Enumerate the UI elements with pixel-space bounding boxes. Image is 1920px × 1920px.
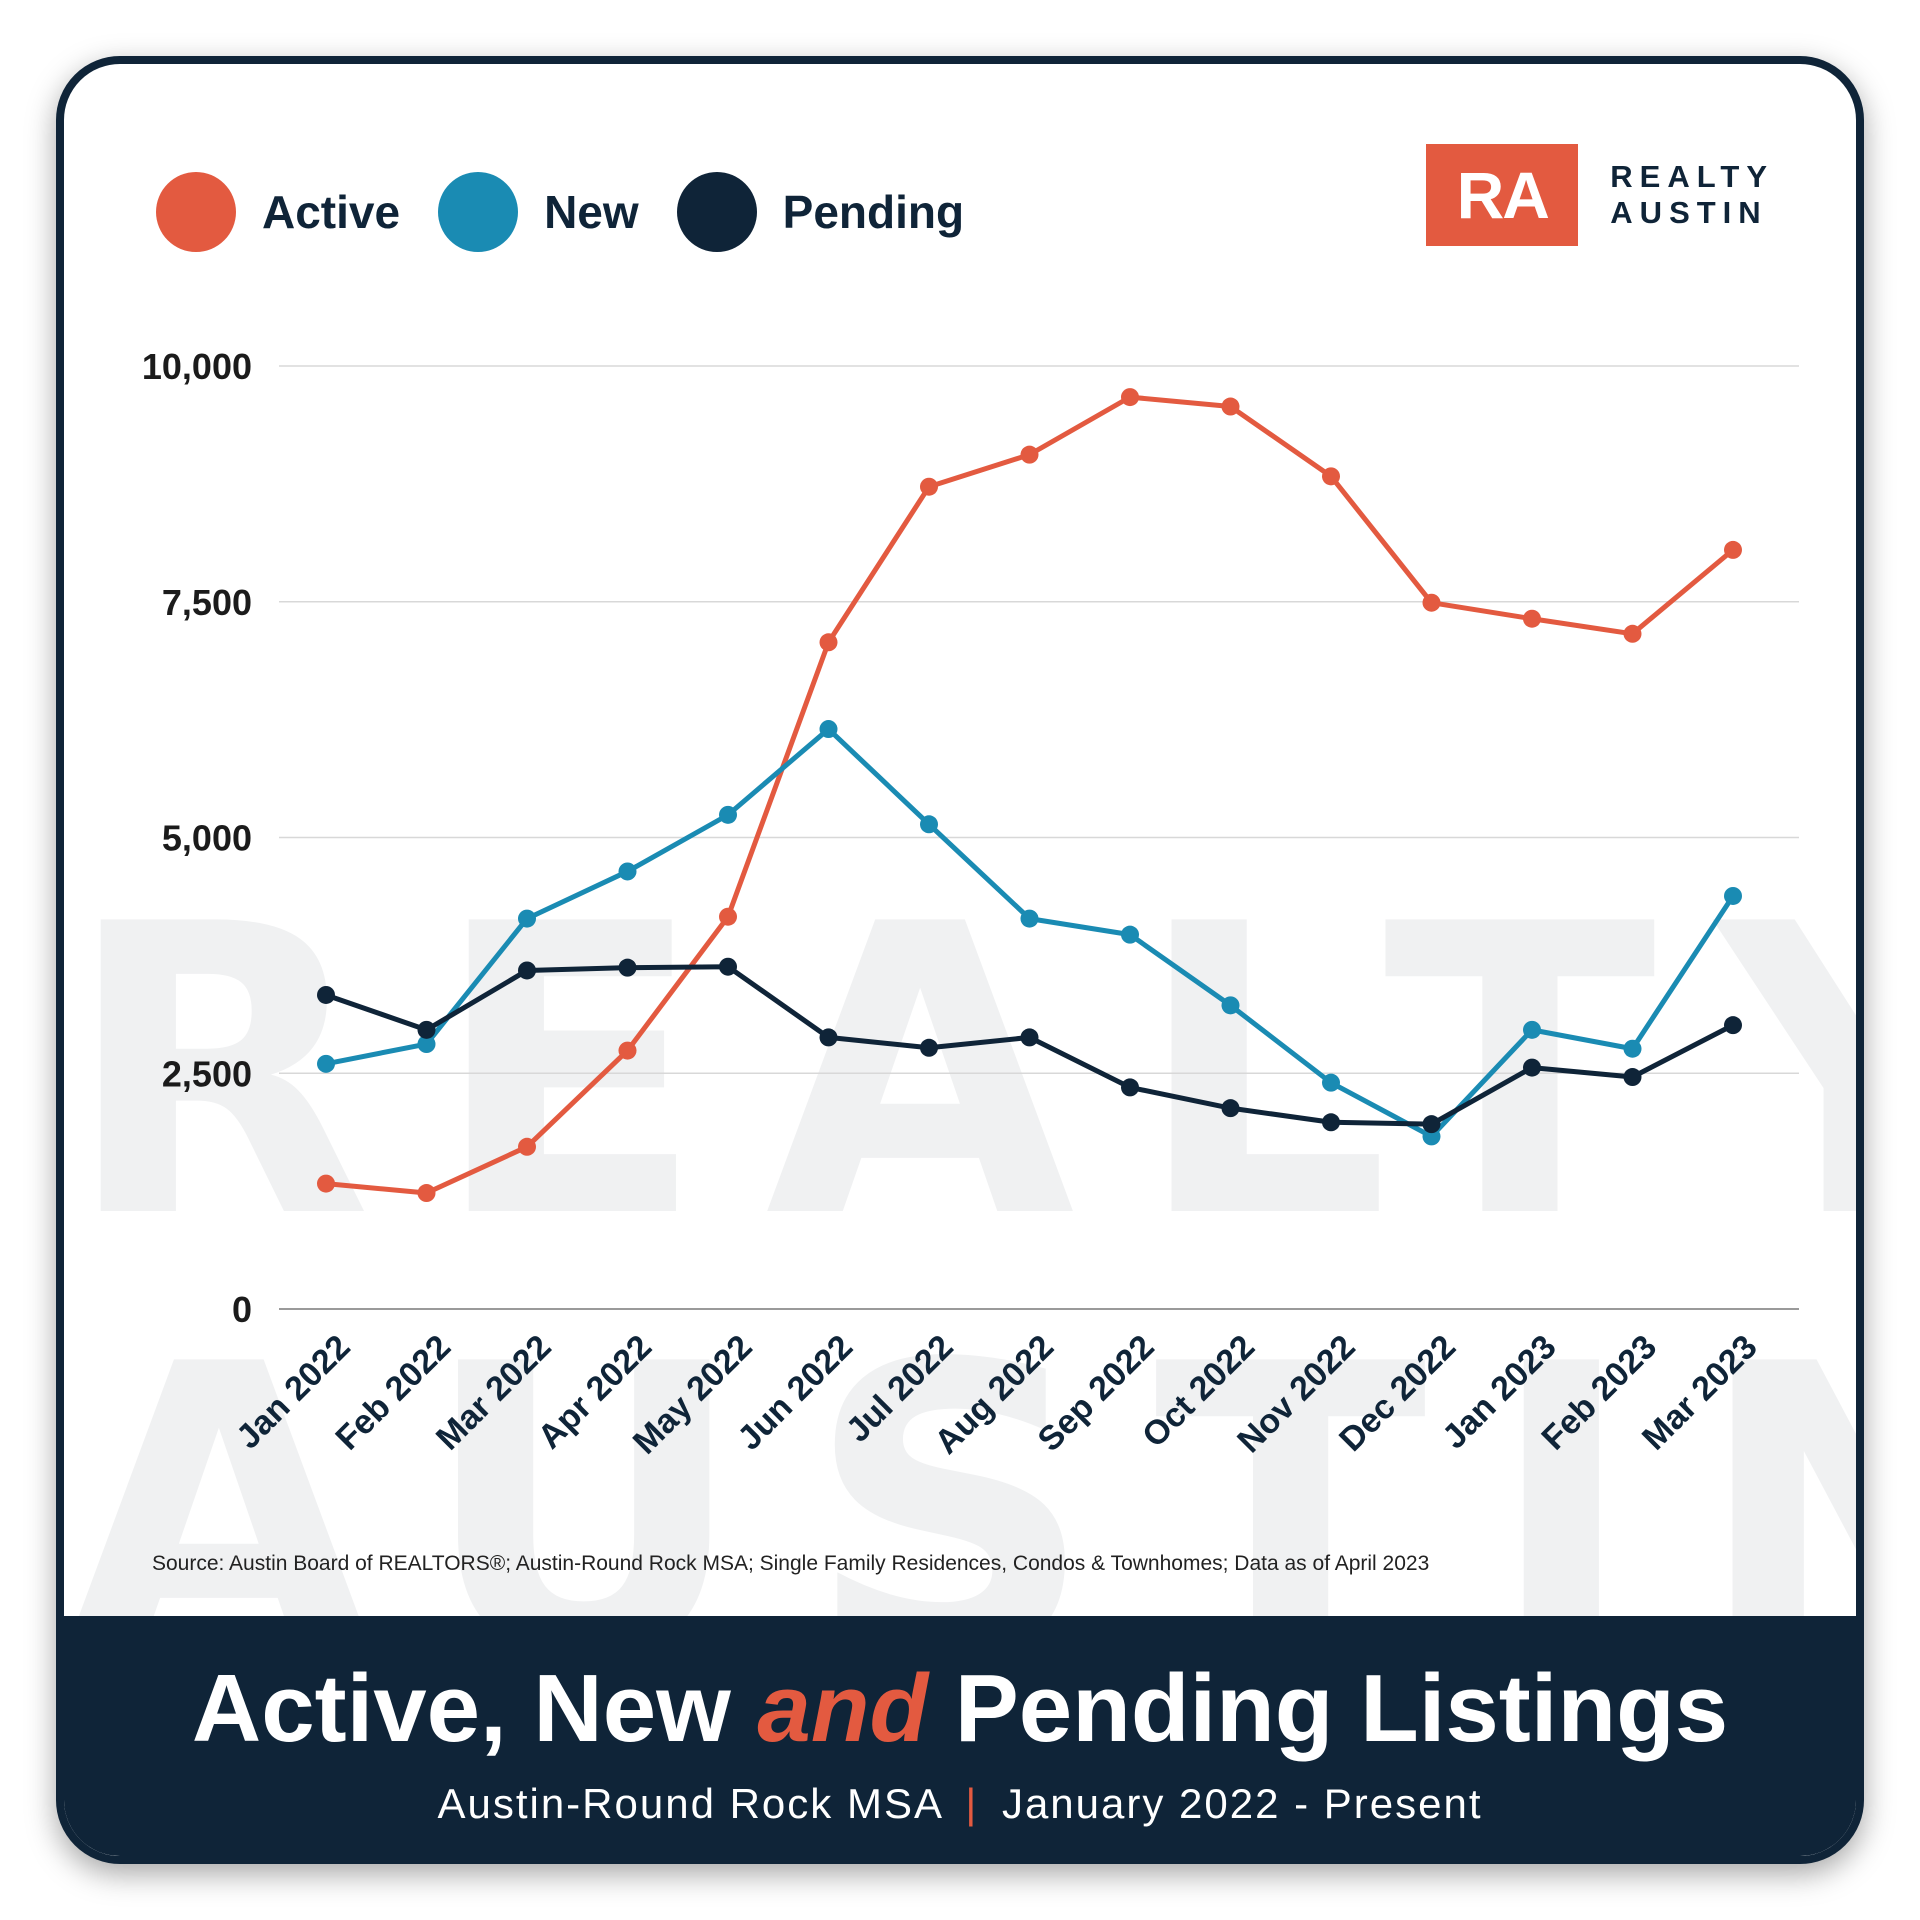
data-point-new: [317, 1054, 335, 1073]
data-point-pending: [1322, 1113, 1340, 1132]
data-point-new: [1322, 1073, 1340, 1092]
data-point-pending: [417, 1020, 436, 1039]
logo-line-1: REALTY: [1610, 159, 1774, 194]
subtitle-region: Austin-Round Rock MSA: [437, 1780, 942, 1827]
title-part-1: Active, New: [191, 1655, 758, 1762]
data-point-new: [1724, 886, 1742, 905]
data-point-new: [618, 862, 637, 881]
data-point-active: [417, 1184, 436, 1203]
data-point-active: [1724, 540, 1742, 559]
footer-banner: Active, New and Pending Listings Austin-…: [64, 1616, 1856, 1856]
y-tick-label: 7,500: [162, 582, 252, 623]
data-point-pending: [1422, 1115, 1441, 1134]
infographic-card: REALTY AUSTIN Active New Pending RA REAL…: [56, 56, 1864, 1864]
data-point-active: [518, 1137, 536, 1156]
data-point-new: [1020, 909, 1039, 928]
page-title: Active, New and Pending Listings: [64, 1654, 1856, 1764]
data-point-pending: [518, 961, 536, 980]
data-point-pending: [719, 957, 737, 976]
realty-austin-logo: RA REALTY AUSTIN: [1426, 144, 1774, 246]
subtitle-separator: |: [965, 1780, 979, 1827]
source-note: Source: Austin Board of REALTORS®; Austi…: [152, 1552, 1430, 1575]
y-tick-label: 0: [232, 1289, 252, 1330]
y-tick-label: 10,000: [142, 346, 252, 387]
legend-dot-pending: [676, 172, 757, 252]
data-point-pending: [920, 1038, 938, 1057]
data-point-pending: [819, 1028, 838, 1047]
data-point-pending: [618, 958, 637, 977]
data-point-pending: [1020, 1028, 1039, 1047]
legend-label-new: New: [544, 186, 639, 238]
page-subtitle: Austin-Round Rock MSA | January 2022 - P…: [64, 1780, 1856, 1828]
data-point-new: [1523, 1020, 1541, 1039]
legend-item-pending: Pending: [676, 172, 965, 252]
data-point-new: [719, 805, 737, 824]
logo-mark: RA: [1426, 144, 1579, 246]
data-point-pending: [1523, 1058, 1541, 1077]
data-point-active: [1121, 388, 1139, 407]
data-point-active: [1523, 609, 1541, 628]
logo-line-2: AUSTIN: [1610, 195, 1768, 230]
data-point-active: [719, 907, 737, 926]
y-tick-label: 2,500: [162, 1053, 252, 1094]
data-point-new: [518, 909, 536, 928]
title-part-2: Pending Listings: [928, 1655, 1729, 1762]
data-point-active: [1422, 593, 1441, 612]
data-point-active: [618, 1041, 637, 1060]
data-point-new: [1121, 925, 1139, 944]
legend-dot-active: [156, 172, 236, 252]
logo-wordmark: REALTY AUSTIN: [1610, 159, 1774, 231]
data-point-new: [920, 815, 938, 834]
legend-item-new: New: [438, 172, 639, 252]
data-point-new: [1623, 1039, 1642, 1058]
data-point-new: [819, 720, 838, 739]
legend-dot-new: [438, 172, 519, 252]
data-point-active: [317, 1174, 335, 1193]
data-point-pending: [1724, 1016, 1742, 1035]
data-point-active: [1623, 624, 1642, 643]
data-point-pending: [1623, 1068, 1642, 1087]
data-point-active: [1322, 467, 1340, 486]
data-point-new: [417, 1035, 436, 1054]
data-point-new: [1221, 996, 1240, 1015]
data-point-pending: [1221, 1099, 1240, 1118]
data-point-pending: [1121, 1078, 1139, 1097]
legend-item-active: Active: [156, 172, 400, 252]
legend-label-active: Active: [262, 186, 401, 238]
data-point-pending: [317, 985, 335, 1004]
chart-legend: Active New Pending: [156, 172, 1002, 252]
legend-label-pending: Pending: [782, 186, 965, 238]
data-point-active: [819, 633, 838, 652]
title-accent: and: [757, 1655, 929, 1762]
y-tick-label: 5,000: [162, 818, 252, 859]
data-point-active: [920, 477, 938, 496]
data-point-active: [1221, 397, 1240, 416]
subtitle-period: January 2022 - Present: [1001, 1780, 1483, 1827]
data-point-active: [1020, 445, 1039, 464]
